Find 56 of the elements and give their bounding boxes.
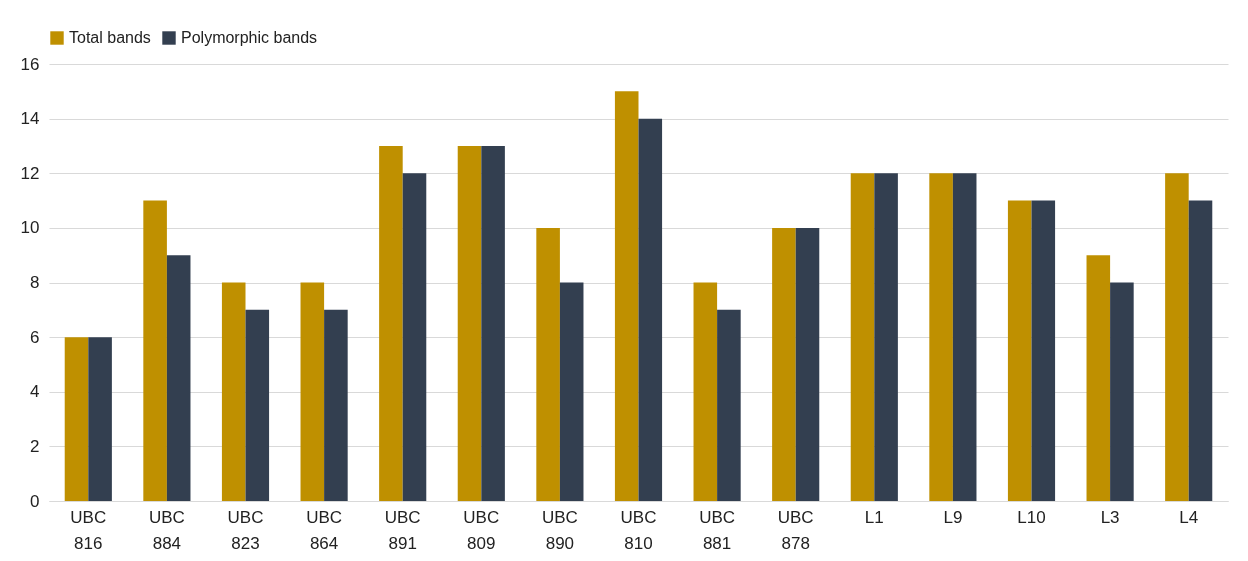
x-tick-label: L4 [1179, 507, 1199, 527]
bar [300, 282, 325, 501]
bar [693, 282, 718, 501]
bar [536, 227, 560, 501]
bar [614, 91, 639, 501]
bar [88, 337, 112, 501]
bar [245, 309, 270, 501]
x-tick-label: UBC 881 [699, 507, 736, 553]
y-tick-label: 14 [20, 109, 40, 129]
bar [795, 227, 820, 501]
bar [772, 227, 796, 501]
bar [952, 173, 977, 501]
bar [1007, 200, 1032, 501]
bar [402, 173, 427, 501]
x-tick-label: UBC 884 [148, 507, 185, 553]
bar [1110, 282, 1134, 501]
x-tick-label: UBC 890 [541, 507, 578, 553]
bar [874, 173, 898, 501]
bar [64, 337, 89, 501]
y-tick-label: 0 [30, 491, 40, 511]
bar [1086, 255, 1111, 501]
legend-label: Polymorphic bands [181, 29, 318, 46]
bar [143, 200, 167, 501]
bar [1165, 173, 1189, 501]
x-tick-label: UBC 816 [70, 507, 107, 553]
y-tick-label: 8 [30, 273, 40, 292]
bar [559, 282, 584, 501]
bar [379, 145, 403, 501]
bar [166, 255, 191, 501]
x-tick-label: UBC 809 [463, 507, 500, 553]
x-tick-label: L9 [943, 507, 963, 527]
bar [717, 309, 741, 501]
y-tick-label: 16 [20, 54, 40, 74]
bar [929, 173, 953, 501]
x-tick-label: L3 [1100, 507, 1120, 527]
bar [638, 118, 663, 501]
bar [850, 173, 875, 501]
y-tick-label: 12 [20, 163, 40, 183]
x-tick-label: L10 [1017, 507, 1046, 527]
bar [1031, 200, 1056, 501]
bar [457, 145, 482, 501]
y-tick-label: 4 [30, 382, 40, 402]
y-tick-label: 2 [30, 436, 40, 456]
x-tick-label: UBC 864 [306, 507, 343, 553]
bar [324, 309, 348, 501]
x-tick-label: UBC 810 [620, 507, 657, 553]
bar [1188, 200, 1213, 501]
x-tick-label: UBC 878 [777, 507, 814, 553]
x-tick-label: UBC 891 [384, 507, 421, 553]
y-tick-label: 10 [20, 218, 40, 238]
legend-label: Total bands [69, 29, 151, 46]
y-tick-label: 6 [30, 327, 40, 347]
x-tick-label: UBC 823 [227, 507, 264, 553]
bar [481, 145, 505, 501]
x-tick-label: L1 [864, 507, 884, 527]
bar [221, 282, 246, 501]
